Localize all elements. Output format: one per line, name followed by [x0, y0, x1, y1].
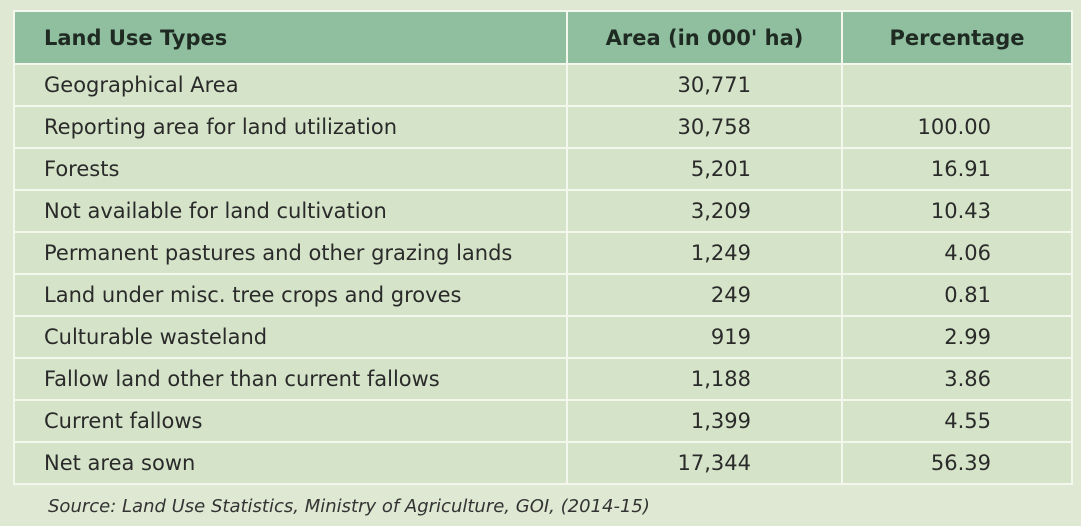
- land-use-type-cell: Forests: [13, 147, 568, 191]
- area-cell: 1,249: [566, 231, 843, 275]
- area-cell: 1,188: [566, 357, 843, 401]
- area-cell: 5,201: [566, 147, 843, 191]
- percentage-cell: 4.55: [841, 399, 1073, 443]
- land-use-type-cell: Land under misc. tree crops and groves: [13, 273, 568, 317]
- header-percentage: Percentage: [841, 10, 1073, 65]
- land-use-type-cell: Not available for land cultivation: [13, 189, 568, 233]
- percentage-cell: 10.43: [841, 189, 1073, 233]
- table-row: Fallow land other than current fallows 1,…: [13, 357, 1073, 401]
- area-cell: 30,771: [566, 63, 843, 107]
- area-cell: 30,758: [566, 105, 843, 149]
- percentage-cell: 100.00: [841, 105, 1073, 149]
- land-use-type-cell: Permanent pastures and other grazing lan…: [13, 231, 568, 275]
- percentage-cell: 4.06: [841, 231, 1073, 275]
- table-header-row: Land Use Types Area (in 000' ha) Percent…: [13, 10, 1073, 65]
- land-use-type-cell: Culturable wasteland: [13, 315, 568, 359]
- table-row: Reporting area for land utilization 30,75…: [13, 105, 1073, 149]
- percentage-cell: [841, 63, 1073, 107]
- table-row: Culturable wasteland 919 2.99: [13, 315, 1073, 359]
- area-cell: 249: [566, 273, 843, 317]
- land-use-type-cell: Fallow land other than current fallows: [13, 357, 568, 401]
- header-area: Area (in 000' ha): [566, 10, 843, 65]
- table-row: Current fallows 1,399 4.55: [13, 399, 1073, 443]
- land-use-type-cell: Reporting area for land utilization: [13, 105, 568, 149]
- percentage-cell: 3.86: [841, 357, 1073, 401]
- table-row: Geographical Area 30,771: [13, 63, 1073, 107]
- land-use-table-container: Land Use Types Area (in 000' ha) Percent…: [13, 10, 1073, 485]
- header-land-use-types: Land Use Types: [13, 10, 568, 65]
- land-use-type-cell: Current fallows: [13, 399, 568, 443]
- table-body: Geographical Area 30,771 Reporting area fo…: [13, 63, 1073, 485]
- table-row: Permanent pastures and other grazing lan…: [13, 231, 1073, 275]
- percentage-cell: 16.91: [841, 147, 1073, 191]
- table-row: Forests 5,201 16.91: [13, 147, 1073, 191]
- table-row: Not available for land cultivation 3,209 1…: [13, 189, 1073, 233]
- area-cell: 3,209: [566, 189, 843, 233]
- source-caption: Source: Land Use Statistics, Ministry of…: [48, 496, 650, 517]
- table-row: Net area sown 17,344 56.39: [13, 441, 1073, 485]
- area-cell: 17,344: [566, 441, 843, 485]
- percentage-cell: 56.39: [841, 441, 1073, 485]
- percentage-cell: 2.99: [841, 315, 1073, 359]
- percentage-cell: 0.81: [841, 273, 1073, 317]
- area-cell: 1,399: [566, 399, 843, 443]
- land-use-table: Land Use Types Area (in 000' ha) Percent…: [13, 10, 1073, 485]
- land-use-type-cell: Geographical Area: [13, 63, 568, 107]
- land-use-type-cell: Net area sown: [13, 441, 568, 485]
- area-cell: 919: [566, 315, 843, 359]
- table-row: Land under misc. tree crops and groves 24…: [13, 273, 1073, 317]
